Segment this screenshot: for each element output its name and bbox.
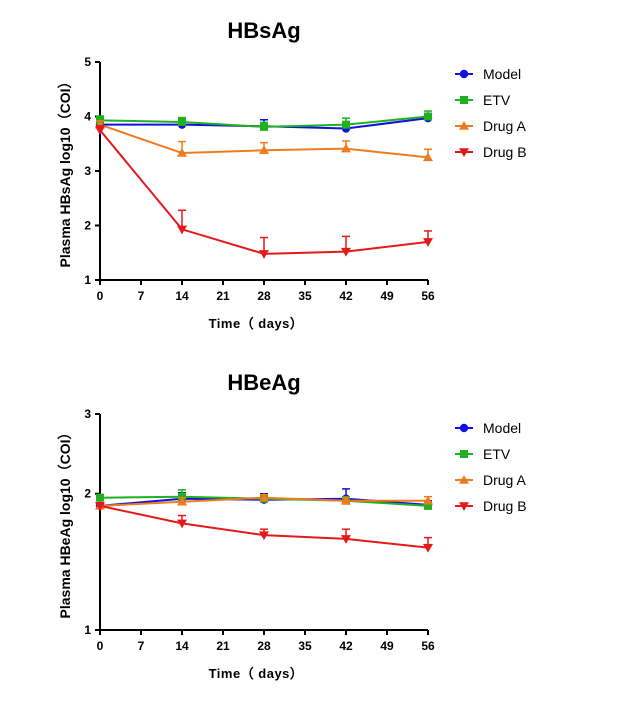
x-tick-label: 0 <box>97 639 104 653</box>
y-axis-label: Plasma HBsAg log10（COI） <box>57 75 73 268</box>
y-tick-label: 1 <box>84 623 91 637</box>
data-point <box>259 250 269 259</box>
legend-label: Model <box>483 66 521 82</box>
x-tick-label: 0 <box>97 289 104 303</box>
x-axis-label: Time（ days） <box>209 316 304 331</box>
data-point <box>177 496 187 506</box>
data-point <box>341 495 351 505</box>
chart-title: HBeAg <box>227 370 300 395</box>
data-point <box>424 112 432 121</box>
series-line <box>99 504 429 549</box>
series-drug-b <box>95 125 433 259</box>
data-point <box>96 493 104 502</box>
data-point <box>341 535 351 544</box>
x-tick-label: 35 <box>298 639 312 653</box>
y-tick-label: 1 <box>84 273 91 287</box>
legend-label: Drug B <box>483 144 527 160</box>
x-tick-label: 56 <box>421 639 435 653</box>
data-point <box>259 492 269 502</box>
x-tick-label: 14 <box>175 639 189 653</box>
series-drug-b <box>95 502 433 553</box>
legend-marker <box>459 475 469 484</box>
y-tick-label: 2 <box>84 219 91 233</box>
data-point <box>178 117 186 126</box>
series-etv <box>96 110 432 131</box>
legend-label: Drug B <box>483 498 527 514</box>
data-point <box>424 501 432 510</box>
legend: Model ETV Drug A Drug B <box>455 66 527 160</box>
x-tick-label: 21 <box>216 289 230 303</box>
legend-marker <box>460 450 468 458</box>
series-drug-a <box>95 492 433 510</box>
legend-label: Drug A <box>483 118 526 134</box>
legend-marker <box>459 423 469 433</box>
data-point <box>260 122 268 131</box>
x-tick-label: 35 <box>298 289 312 303</box>
legend: Model ETV Drug A Drug B <box>455 420 527 514</box>
data-point <box>177 225 187 235</box>
legend-label: ETV <box>483 446 511 462</box>
data-point <box>95 126 105 136</box>
x-axis-label: Time（ days） <box>209 666 304 681</box>
chart-title: HBsAg <box>227 18 300 43</box>
legend-label: Drug A <box>483 472 526 488</box>
legend-label: Model <box>483 420 521 436</box>
y-axis-label: Plasma HBeAg log10（COI） <box>57 426 73 619</box>
x-tick-label: 28 <box>257 639 271 653</box>
x-tick-label: 42 <box>339 639 353 653</box>
data-point <box>178 492 186 501</box>
data-point <box>423 152 433 162</box>
x-tick-label: 49 <box>380 639 394 653</box>
legend-marker <box>459 121 469 130</box>
data-point <box>423 495 433 505</box>
x-tick-label: 56 <box>421 289 435 303</box>
legend-marker <box>459 148 469 157</box>
y-tick-label: 4 <box>84 110 91 124</box>
y-tick-label: 3 <box>84 164 91 178</box>
data-point <box>259 531 269 541</box>
data-point <box>423 238 433 247</box>
data-point <box>177 519 187 529</box>
hbsag-chart: HBsAg 1 2 3 4 5 0 7 14 21 28 35 42 49 56 Time（ days） Pla… <box>57 18 527 331</box>
legend-marker <box>459 502 469 511</box>
x-tick-label: 14 <box>175 289 189 303</box>
hbeag-chart: HBeAg 1 2 3 0 7 14 21 28 35 42 49 56 Time（ days） Plasm… <box>57 370 527 681</box>
x-tick-label: 21 <box>216 639 230 653</box>
x-tick-label: 7 <box>138 289 145 303</box>
y-tick-label: 5 <box>84 55 91 69</box>
legend-marker <box>459 69 469 79</box>
data-point <box>177 148 187 157</box>
data-point <box>423 543 433 553</box>
x-tick-label: 49 <box>380 289 394 303</box>
data-point <box>259 145 269 155</box>
data-point <box>342 120 350 129</box>
data-point <box>341 143 351 153</box>
x-tick-label: 42 <box>339 289 353 303</box>
x-tick-label: 28 <box>257 289 271 303</box>
legend-marker <box>460 96 468 104</box>
data-point <box>95 502 105 511</box>
legend-label: ETV <box>483 92 511 108</box>
data-point <box>341 247 351 257</box>
x-tick-label: 7 <box>138 639 145 653</box>
y-tick-label: 3 <box>84 407 91 421</box>
y-tick-label: 2 <box>84 487 91 501</box>
series-drug-a <box>95 119 433 162</box>
